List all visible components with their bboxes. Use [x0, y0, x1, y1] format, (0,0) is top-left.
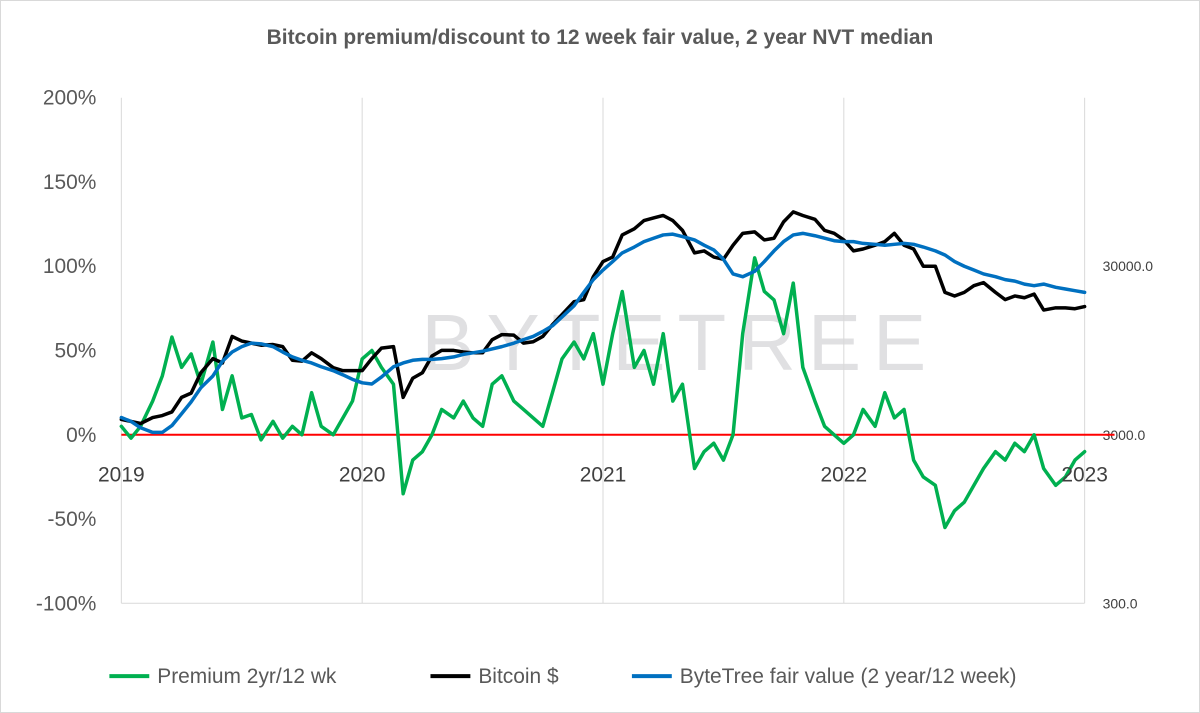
x-tick-label: 2023: [1061, 464, 1108, 487]
y-tick-label: 100%: [43, 255, 97, 278]
series-line-0: [119, 256, 1087, 530]
x-axis-ticks: 2019 2020 2021 2022 2023: [98, 464, 1108, 487]
y2-tick-label: 300.0: [1103, 595, 1138, 611]
legend: Premium 2yr/12 wk Bitcoin $ ByteTree fair …: [109, 665, 1016, 688]
legend-label-1: Bitcoin $: [478, 665, 559, 688]
series-line-2: [119, 231, 1087, 435]
x-tick-label: 2020: [339, 464, 386, 487]
y-axis-ticks: 200% 150% 100% 50% 0% -50% -100%: [36, 87, 97, 616]
chart-title: Bitcoin premium/discount to 12 week fair…: [267, 26, 934, 49]
x-tick-label: 2022: [821, 464, 868, 487]
y2-tick-label: 3000.0: [1103, 427, 1146, 443]
series-line-1: [119, 210, 1087, 426]
y-tick-label: 0%: [66, 424, 96, 447]
watermark: BYTETREE: [421, 298, 938, 387]
y-tick-label: 50%: [55, 339, 97, 362]
y-tick-label: -50%: [48, 508, 97, 531]
gridlines: [120, 97, 1086, 604]
series-layer: [119, 210, 1087, 530]
x-tick-label: 2021: [580, 464, 627, 487]
y2-tick-label: 30000.0: [1103, 258, 1154, 274]
y-tick-label: 200%: [43, 87, 97, 110]
legend-label-2: ByteTree fair value (2 year/12 week): [680, 665, 1017, 688]
y-tick-label: -100%: [36, 592, 97, 615]
y2-axis-ticks: 30000.0 3000.0 300.0: [1103, 258, 1154, 611]
y-tick-label: 150%: [43, 171, 97, 194]
x-tick-label: 2019: [98, 464, 145, 487]
legend-label-0: Premium 2yr/12 wk: [157, 665, 337, 688]
